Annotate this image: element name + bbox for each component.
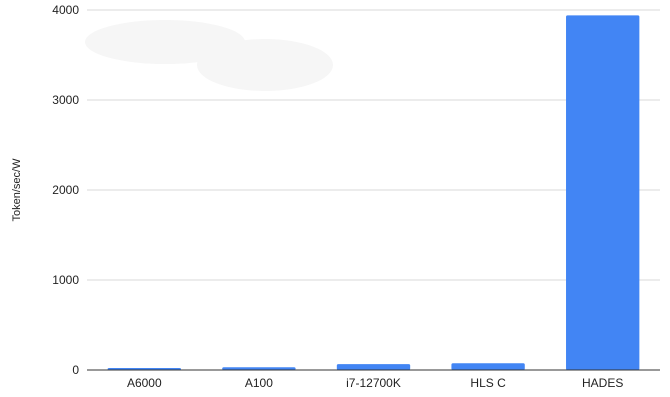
y-tick-label: 4000	[52, 3, 79, 17]
x-tick-label: i7-12700K	[346, 376, 401, 390]
x-tick-label: A6000	[127, 376, 162, 390]
gridlines	[87, 9, 660, 281]
x-tick-label: HADES	[582, 376, 623, 390]
x-tick-label: A100	[245, 376, 273, 390]
y-tick-label: 3000	[52, 93, 79, 107]
y-tick-label: 1000	[52, 273, 79, 287]
x-tick-labels: A6000 A100 i7-12700K HLS C HADES	[127, 376, 623, 390]
y-tick-label: 0	[72, 363, 79, 377]
y-tick-labels: 0 1000 2000 3000 4000	[52, 3, 79, 377]
y-tick-label: 2000	[52, 183, 79, 197]
bar-hades	[566, 15, 640, 371]
bar-i7-12700k	[336, 364, 411, 370]
bar-hls-c	[451, 363, 525, 370]
x-tick-label: HLS C	[470, 376, 506, 390]
bars	[107, 15, 640, 371]
watermark-smudge	[85, 20, 333, 91]
y-axis-label: Token/sec/W	[11, 158, 23, 222]
bar-a100	[222, 367, 296, 370]
